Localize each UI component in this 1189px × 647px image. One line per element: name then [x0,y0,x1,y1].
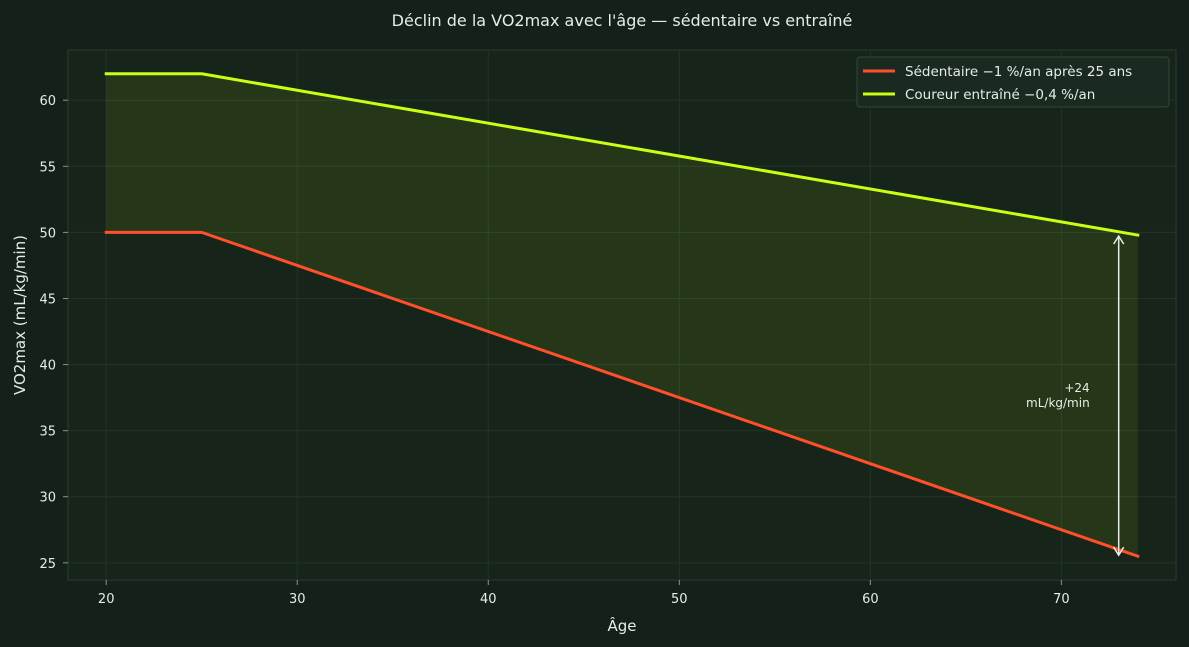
x-tick-label: 30 [289,592,306,607]
gap-annotation-unit: mL/kg/min [1026,396,1090,410]
x-axis-label: Âge [607,616,636,635]
x-tick-label: 20 [98,592,115,607]
legend-box [856,56,1170,108]
y-tick-label: 40 [39,359,56,374]
series-line-entraine [104,72,1140,237]
x-tick-label: 50 [671,592,688,607]
series-layer [104,72,1140,559]
x-tick-label: 40 [480,592,497,607]
y-axis-label: VO2max (mL/kg/min) [11,235,29,395]
gap-arrow-head-bottom [1113,546,1125,557]
x-tick-label: 60 [862,592,879,607]
y-tick-label: 50 [39,226,56,241]
x-tick-label: 70 [1053,592,1070,607]
grid [68,50,1176,580]
y-tick-label: 25 [39,557,56,572]
ticks: 20 30 40 50 60 70 25 30 35 40 45 50 55 60 [39,94,1069,607]
y-tick-label: 30 [39,491,56,506]
y-tick-label: 55 [39,160,56,175]
y-tick-label: 35 [39,425,56,440]
series-line-sedentaire [104,230,1140,559]
fill-between-area [106,73,1138,557]
y-tick-label: 45 [39,292,56,307]
gap-arrow-head-top [1113,234,1125,245]
fill-between-layer [106,73,1138,557]
chart-title: Déclin de la VO2max avec l'âge — sédenta… [392,11,853,30]
plot-area [67,49,1177,581]
gap-annotation-value: +24 [1064,381,1089,395]
legend-label: Coureur entraîné −0,4 %/an [905,87,1095,103]
legend: Sédentaire −1 %/an après 25 ans Coureur e… [856,56,1170,108]
legend-label: Sédentaire −1 %/an après 25 ans [905,64,1132,80]
y-tick-label: 60 [39,94,56,109]
